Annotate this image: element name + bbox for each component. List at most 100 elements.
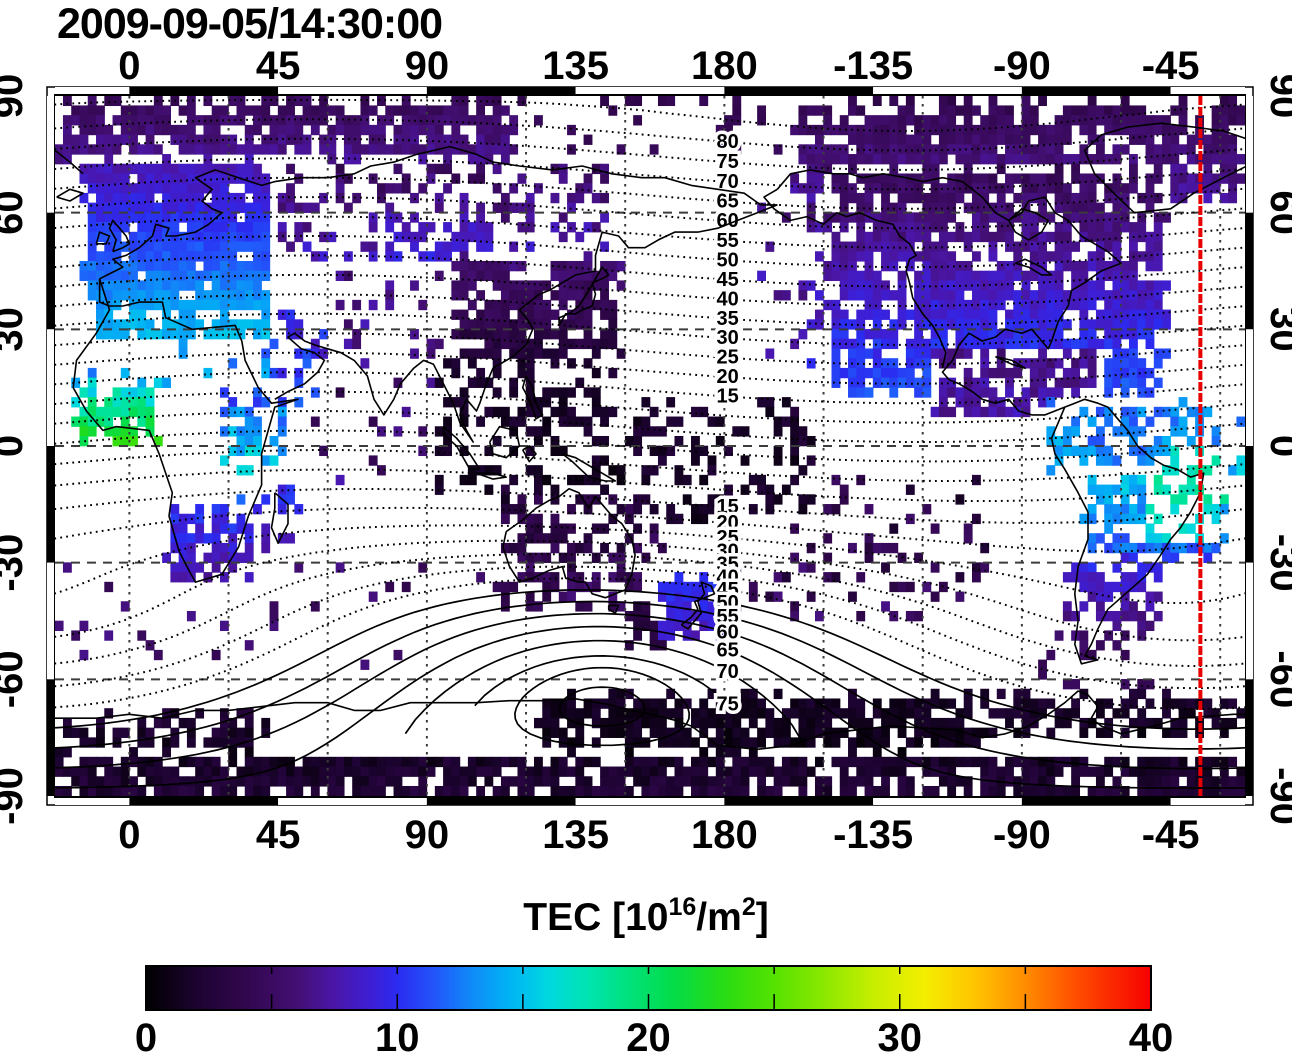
tec-cell [500,105,510,116]
tec-cell [1046,756,1056,768]
tec-cell [1170,727,1180,738]
tec-cell [1145,202,1155,213]
tec-cell [1178,717,1188,729]
tec-cell [740,756,750,768]
tec-cell [1162,435,1171,447]
tec-cell [79,435,89,447]
tec-cell [426,222,436,233]
tec-cell [748,708,758,719]
tec-cell [178,717,188,729]
tec-cell [302,144,312,155]
tec-cell [1120,115,1130,126]
tec-cell [583,387,593,398]
tec-cell [360,756,370,768]
tec-cell [509,299,519,311]
tec-cell [938,154,948,165]
tec-cell [153,649,163,661]
tec-cell [988,173,998,184]
tec-cell [178,785,188,796]
tec-cell [657,766,667,777]
tec-cell [153,202,163,213]
tec-cell [600,338,609,350]
tec-cell [988,212,998,223]
tec-cell [963,260,973,272]
tec-cell [120,435,130,447]
tec-cell [740,737,750,748]
tec-cell [1104,523,1114,534]
tec-cell [178,572,188,583]
tec-cell [120,212,130,223]
tec-cell [1145,299,1155,311]
tec-cell [856,251,866,262]
tec-cell [1129,484,1138,495]
tec-cell [806,358,816,369]
tec-cell [583,504,593,515]
tec-cell [310,115,320,126]
tec-cell [459,115,469,126]
y-axis-label-left: 0 [0,435,31,457]
tec-cell [509,348,519,359]
tec-cell [492,581,502,593]
tec-cell [608,785,618,796]
tec-cell [253,299,262,311]
tec-cell [1104,222,1114,233]
tec-cell [881,377,890,388]
tec-cell [112,183,122,194]
tec-cell [955,270,965,282]
colorbar-tick-label: 20 [626,1016,671,1057]
tec-cell [864,727,874,738]
tec-cell [195,280,205,291]
tec-cell [814,163,824,175]
tec-cell [1104,513,1114,525]
tec-cell [1062,435,1072,447]
tec-cell [1054,124,1064,136]
tec-cell [1038,299,1047,311]
tec-cell [1211,115,1221,126]
tec-cell [773,727,783,738]
tec-cell [79,737,89,748]
tec-cell [236,144,246,155]
tec-cell [500,785,510,796]
tec-cell [1054,270,1064,282]
tec-cell [881,212,890,223]
tec-cell [1038,251,1047,262]
tec-cell [120,601,130,612]
tec-cell [170,776,180,787]
tec-cell [1129,115,1138,126]
contour-line-70 [55,157,1245,191]
tec-cell [269,620,279,632]
tec-cell [996,192,1006,204]
tec-cell [319,192,329,204]
tec-cell [823,154,833,165]
tec-cell [856,309,866,320]
tec-cell [476,144,486,155]
tec-cell [558,173,568,184]
tec-cell [145,222,155,233]
tec-cell [410,241,419,252]
tec-cell [434,785,444,796]
tec-cell [814,144,824,155]
tec-cell [1104,377,1114,388]
tec-cell [1071,572,1081,583]
tec-cell [971,173,981,184]
tec-cell [905,251,915,262]
tec-cell [881,329,890,340]
tec-cell [1137,319,1147,330]
tec-cell [253,115,262,126]
contour-oval--85 [558,686,646,727]
tec-cell [889,212,899,223]
tec-cell [1145,562,1155,573]
tec-cell [699,747,709,758]
tec-cell [286,202,295,213]
x-axis-label-top: 90 [405,44,450,88]
tec-cell [79,406,89,418]
tec-cell [517,504,527,515]
tec-cell [1054,785,1064,796]
tec-cell [1005,387,1014,398]
tec-cell [1104,542,1114,554]
tec-cell [96,270,105,282]
tec-cell [922,290,932,301]
tec-cell [1054,766,1064,777]
tec-cell [319,776,329,787]
tec-cell [195,222,205,233]
